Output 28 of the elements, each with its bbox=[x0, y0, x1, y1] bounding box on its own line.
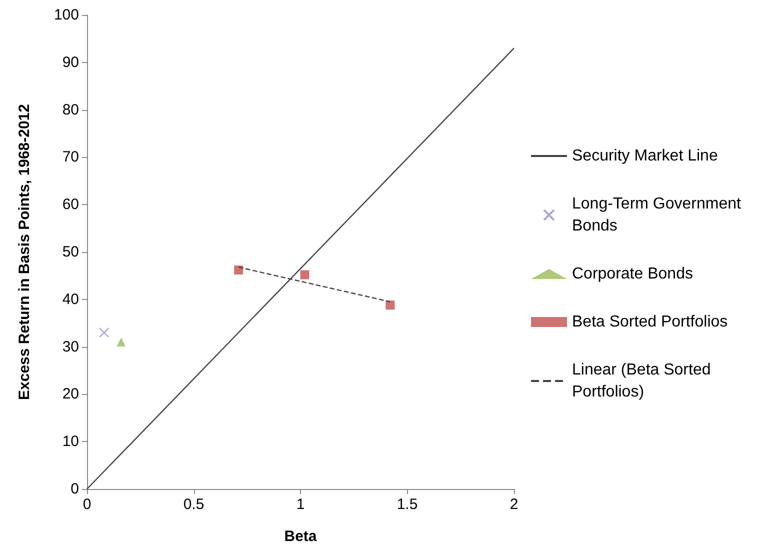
y-tick-label: 60 bbox=[62, 196, 79, 214]
legend-label: Long-Term Government Bonds bbox=[572, 196, 746, 234]
x-tick-label: 1 bbox=[296, 496, 305, 513]
x-tick-label: 0.5 bbox=[183, 496, 204, 513]
y-tick-label: 90 bbox=[62, 54, 79, 71]
x-tick-label: 0 bbox=[82, 496, 92, 513]
legend-label: Beta Sorted Portfolios bbox=[572, 314, 728, 330]
legend-label: Corporate Bonds bbox=[572, 266, 693, 282]
point bbox=[300, 270, 310, 280]
y-tick-label: 50 bbox=[62, 244, 79, 260]
point bbox=[116, 338, 126, 347]
point bbox=[234, 266, 244, 275]
x-tick-label: 2 bbox=[510, 496, 518, 513]
y-tick-label: 100 bbox=[54, 6, 79, 24]
legend-label: Linear (Beta Sorted Portfolios) bbox=[572, 362, 716, 400]
y-tick-label: 0 bbox=[70, 480, 79, 498]
legend-label: Security Market Line bbox=[572, 148, 718, 164]
y-tick-label: 70 bbox=[62, 148, 79, 166]
point bbox=[98, 327, 110, 338]
y-tick-label: 40 bbox=[62, 290, 79, 308]
y-tick-label: 20 bbox=[62, 386, 79, 403]
y-axis-title: Excess Return in Basis Points, 1968-2012 bbox=[16, 104, 33, 400]
y-tick-label: 10 bbox=[62, 433, 79, 450]
x-axis-title: Beta bbox=[284, 528, 318, 545]
y-tick-label: 80 bbox=[62, 101, 79, 118]
x-tick-label: 1.5 bbox=[396, 496, 418, 513]
y-tick-label: 30 bbox=[62, 338, 79, 356]
point bbox=[386, 300, 395, 310]
